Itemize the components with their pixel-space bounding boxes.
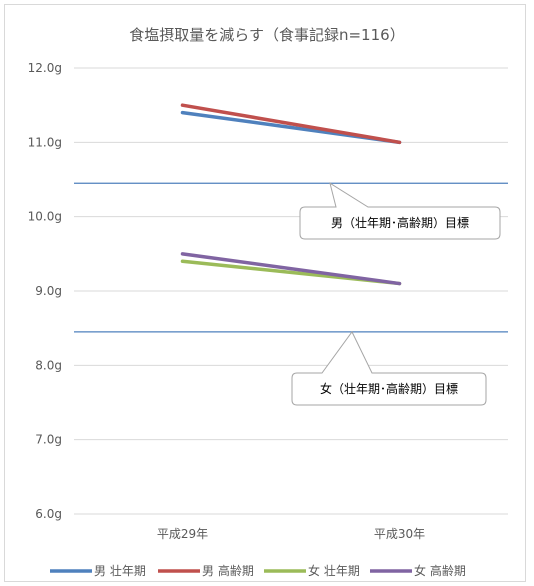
- y-tick-label: 12.0g: [28, 61, 62, 75]
- y-tick-label: 8.0g: [35, 358, 62, 372]
- callout-label: 女（壮年期･高齢期）目標: [320, 381, 458, 396]
- y-tick-label: 7.0g: [35, 433, 62, 447]
- x-tick-label: 平成29年: [157, 527, 208, 541]
- legend-item: 女 壮年期: [264, 563, 360, 578]
- legend-item: 男 高齢期: [158, 563, 254, 578]
- legend: 男 壮年期 男 高齢期 女 壮年期 女 高齢期: [50, 563, 466, 578]
- target-lines: [74, 182, 508, 333]
- chart-title: 食塩摂取量を減らす（食事記録n=116）: [129, 26, 404, 44]
- y-tick-label: 10.0g: [28, 210, 62, 224]
- series-line: [180, 103, 402, 145]
- legend-label: 男 高齢期: [202, 563, 254, 578]
- x-tick-label: 平成30年: [374, 527, 425, 541]
- legend-item: 女 高齢期: [370, 563, 466, 578]
- series-line: [180, 252, 402, 286]
- target-callouts: 男（壮年期･高齢期）目標女（壮年期･高齢期）目標: [291, 182, 501, 406]
- gridlines: [74, 67, 508, 515]
- target-callout: 男（壮年期･高齢期）目標: [299, 182, 501, 240]
- legend-item: 男 壮年期: [50, 564, 146, 578]
- y-axis-ticks: 6.0g 7.0g 8.0g 9.0g 10.0g 11.0g 12.0g: [28, 61, 62, 521]
- y-tick-label: 6.0g: [35, 507, 62, 521]
- target-callout: 女（壮年期･高齢期）目標: [291, 330, 487, 406]
- series-lines: [180, 103, 402, 286]
- y-tick-label: 11.0g: [28, 135, 62, 149]
- legend-label: 女 壮年期: [308, 563, 360, 578]
- callout-label: 男（壮年期･高齢期）目標: [331, 215, 469, 230]
- y-tick-label: 9.0g: [35, 284, 62, 298]
- legend-label: 男 壮年期: [94, 564, 146, 578]
- callout-box: [299, 182, 501, 240]
- chart-frame: [4, 4, 526, 582]
- x-axis-ticks: 平成29年 平成30年: [157, 527, 425, 541]
- legend-label: 女 高齢期: [414, 563, 466, 578]
- callout-box: [291, 330, 487, 406]
